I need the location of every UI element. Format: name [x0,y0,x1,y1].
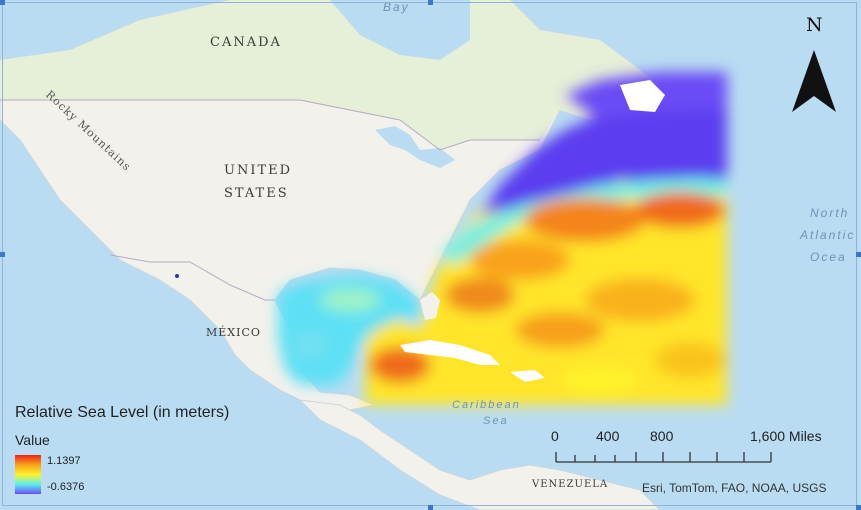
scale-tick-400: 400 [596,428,620,444]
cuba [400,340,500,365]
legend-max-label: 1.1397 [47,455,81,467]
caribbean-label-1: Caribbean [452,399,521,411]
scale-bar [555,452,772,463]
hudson-bay [330,0,470,60]
north-atlantic-label-2: Atlantic [800,228,856,242]
resize-handle-top-left[interactable] [0,0,5,5]
north-atlantic-label-1: North [810,206,850,220]
canada-land [0,0,665,150]
legend-color-ramp [15,455,41,494]
attribution-text: Esri, TomTom, FAO, NOAA, USGS [642,481,827,495]
bay-label: Bay [383,0,410,14]
caribbean-label-2: Sea [483,415,509,427]
scale-tick-800: 800 [650,428,674,444]
resize-handle-bottom[interactable] [428,505,433,510]
canada-label: CANADA [210,35,282,50]
hispaniola [510,370,545,382]
resize-handle-top[interactable] [428,0,433,5]
legend-min-label: -0.6376 [47,481,85,493]
central-america-land [298,399,661,510]
us-mexico-border [109,254,275,301]
location-marker [175,274,179,278]
resize-handle-left[interactable] [0,252,5,257]
sea-level-raster [278,72,727,405]
us-label-line2: STATES [224,186,289,201]
canada-us-border [0,99,540,151]
florida [420,292,440,320]
legend-title: Relative Sea Level (in meters) [15,404,230,421]
great-lakes [375,126,455,168]
north-atlantic-label-3: Ocea [810,250,847,264]
us-label-line1: UNITED [224,163,293,178]
newfoundland [620,80,665,112]
legend-field-label: Value [15,432,50,448]
north-arrow-label: N [806,14,823,36]
venezuela-label: VENEZUELA [532,479,609,490]
scale-tick-0: 0 [551,428,559,444]
north-arrow-icon [792,50,836,112]
mexico-label: MÉXICO [206,326,261,339]
scale-tick-1600: 1,600 Miles [750,428,822,444]
resize-handle-right[interactable] [856,252,861,257]
resize-handle-bottom-right[interactable] [856,505,861,510]
